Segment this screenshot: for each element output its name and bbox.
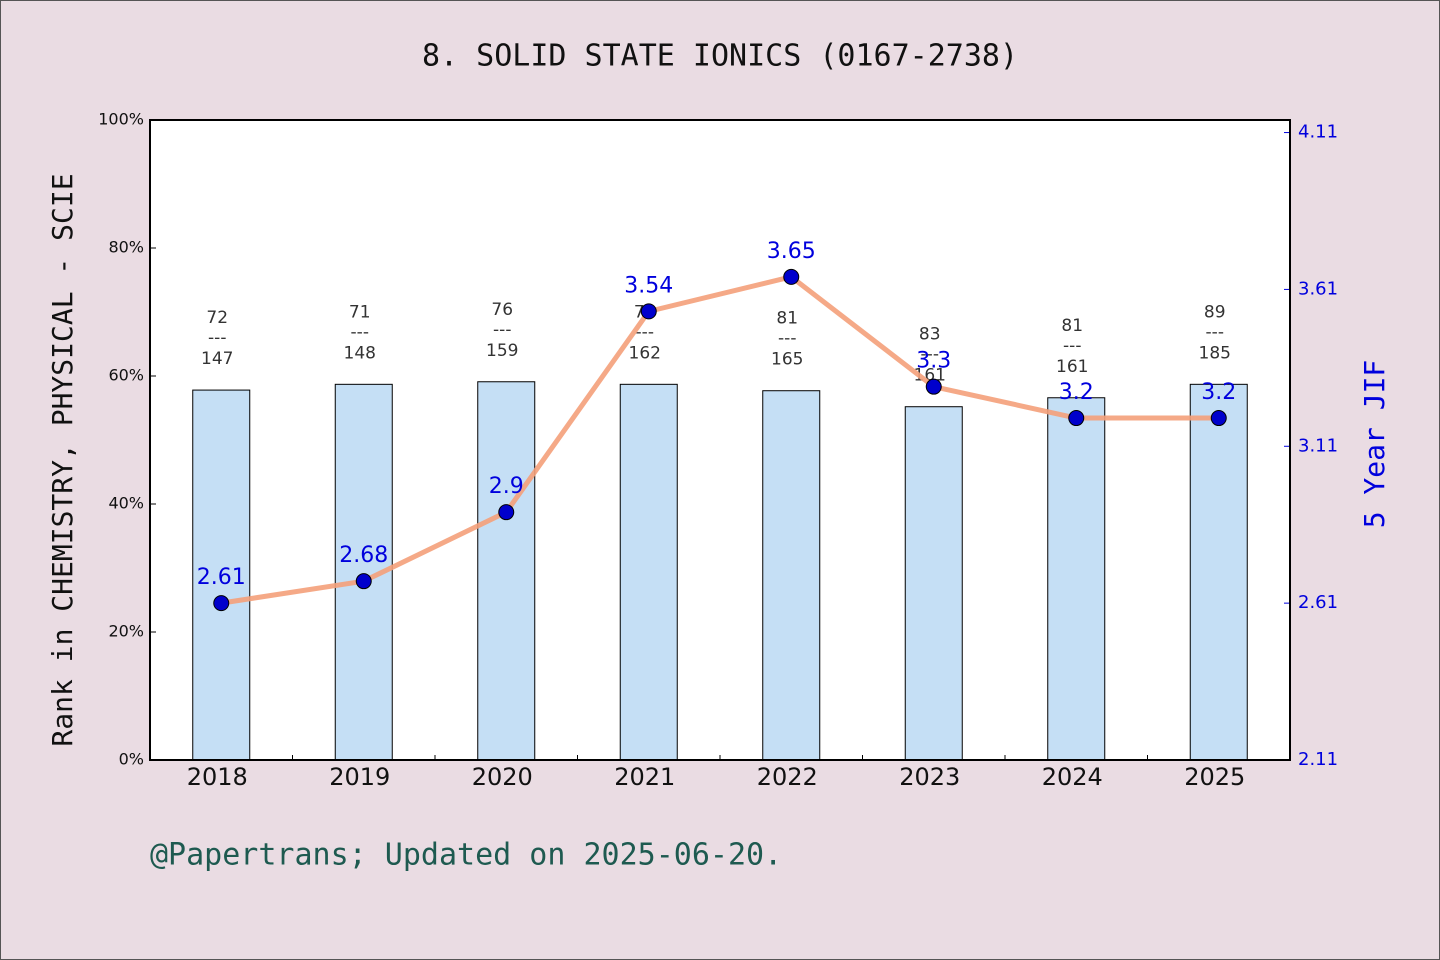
rank-label: 81 xyxy=(1061,316,1083,336)
y-tick-label: 20% xyxy=(108,622,144,641)
y2-tick-label: 4.11 xyxy=(1298,122,1338,143)
bar xyxy=(192,389,251,761)
jif-value-label: 3.65 xyxy=(767,239,816,264)
y2-tick-label: 3.11 xyxy=(1298,435,1338,456)
x-tick-label: 2025 xyxy=(1184,763,1245,791)
rank-label: 72 xyxy=(206,308,228,328)
jif-marker xyxy=(355,573,372,590)
total-label: 185 xyxy=(1199,343,1231,363)
jif-marker xyxy=(1210,410,1227,427)
y-tick-label: 80% xyxy=(108,238,144,257)
rank-separator: --- xyxy=(1063,336,1081,356)
bar xyxy=(762,390,821,761)
rank-separator: --- xyxy=(208,328,226,348)
x-tick-label: 2024 xyxy=(1042,763,1103,791)
chart-title: 8. SOLID STATE IONICS (0167-2738) xyxy=(422,39,1018,74)
jif-marker xyxy=(498,504,515,521)
jif-value-label: 3.2 xyxy=(1201,380,1236,405)
jif-value-label: 3.2 xyxy=(1059,380,1094,405)
footer: @Papertrans; Updated on 2025-06-20. xyxy=(150,838,782,873)
rank-label: 76 xyxy=(491,300,513,320)
jif-value-label: 2.61 xyxy=(197,565,246,590)
bar xyxy=(904,406,963,761)
rank-separator: --- xyxy=(921,345,939,365)
jif-line xyxy=(220,274,1219,606)
jif-marker xyxy=(213,595,230,612)
plot-frame xyxy=(149,119,1291,761)
total-label: 159 xyxy=(486,341,518,361)
jif-value-label: 2.68 xyxy=(339,543,388,568)
x-tick-label: 2021 xyxy=(614,763,675,791)
rank-separator: --- xyxy=(351,322,369,342)
jif-value-label: 3.54 xyxy=(624,273,673,298)
x-tick-label: 2018 xyxy=(187,763,248,791)
jif-marker xyxy=(640,303,657,320)
y-tick-label: 40% xyxy=(108,494,144,513)
rank-label: 71 xyxy=(349,302,371,322)
y-tick-label: 100% xyxy=(98,110,144,129)
y-tick-label: 0% xyxy=(119,750,144,769)
rank-separator: --- xyxy=(1206,322,1224,342)
x-tick-label: 2020 xyxy=(472,763,533,791)
x-tick-label: 2023 xyxy=(899,763,960,791)
y2-tick-label: 2.61 xyxy=(1298,592,1338,613)
jif-marker xyxy=(1068,410,1085,427)
total-label: 162 xyxy=(629,343,661,363)
x-tick-label: 2019 xyxy=(329,763,390,791)
jif-marker xyxy=(925,378,942,395)
total-label: 147 xyxy=(201,349,233,369)
total-label: 165 xyxy=(771,350,803,370)
rank-label: 81 xyxy=(776,309,798,329)
rank-separator: --- xyxy=(778,329,796,349)
bar xyxy=(1047,397,1106,761)
total-label: 148 xyxy=(344,343,376,363)
total-label: 161 xyxy=(1056,357,1088,377)
bar xyxy=(619,383,678,761)
bar xyxy=(477,381,536,761)
rank-label: 89 xyxy=(1204,302,1226,322)
y2-tick-label: 3.61 xyxy=(1298,278,1338,299)
y-axis-label: Rank in CHEMISTRY, PHYSICAL - SCIE xyxy=(46,173,79,746)
rank-label: 83 xyxy=(919,325,941,345)
rank-separator: --- xyxy=(493,320,511,340)
bar xyxy=(1189,383,1248,761)
y2-tick-label: 2.11 xyxy=(1298,749,1338,770)
y2-axis-label: 5 Year JIF xyxy=(1358,360,1391,529)
x-tick-label: 2022 xyxy=(757,763,818,791)
jif-marker xyxy=(783,268,800,285)
plot-area xyxy=(150,120,1290,760)
y-tick-label: 60% xyxy=(108,366,144,385)
jif-value-label: 3.3 xyxy=(916,349,951,374)
jif-value-label: 2.9 xyxy=(489,474,524,499)
